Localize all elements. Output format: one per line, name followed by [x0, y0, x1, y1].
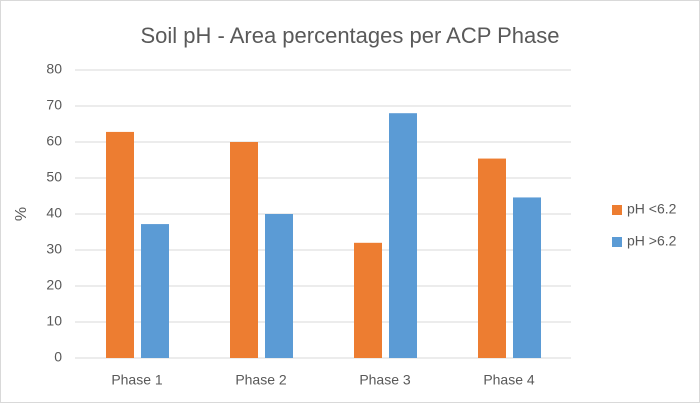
x-tick-label: Phase 3 [359, 372, 411, 388]
y-tick-label: 30 [46, 241, 62, 257]
bar [265, 214, 293, 358]
legend-swatch [612, 205, 622, 215]
y-tick-label: 0 [54, 349, 62, 365]
chart-title: Soil pH - Area percentages per ACP Phase [140, 23, 559, 48]
y-tick-label: 50 [46, 169, 62, 185]
bar [389, 113, 417, 358]
legend-swatch [612, 237, 622, 247]
y-tick-label: 60 [46, 133, 62, 149]
y-tick-label: 70 [46, 97, 62, 113]
y-tick-label: 40 [46, 205, 62, 221]
bar [478, 158, 506, 358]
y-tick-label: 10 [46, 313, 62, 329]
x-tick-label: Phase 1 [111, 372, 163, 388]
x-tick-label: Phase 2 [235, 372, 287, 388]
y-tick-label: 80 [46, 61, 62, 77]
bar [141, 224, 169, 358]
y-axis-label: % [13, 207, 30, 221]
bar [513, 197, 541, 358]
legend-label: pH >6.2 [627, 233, 677, 249]
y-tick-label: 20 [46, 277, 62, 293]
x-tick-label: Phase 4 [483, 372, 535, 388]
bar [354, 242, 382, 358]
bar [106, 131, 134, 358]
bar [230, 142, 258, 358]
legend-label: pH <6.2 [627, 201, 677, 217]
